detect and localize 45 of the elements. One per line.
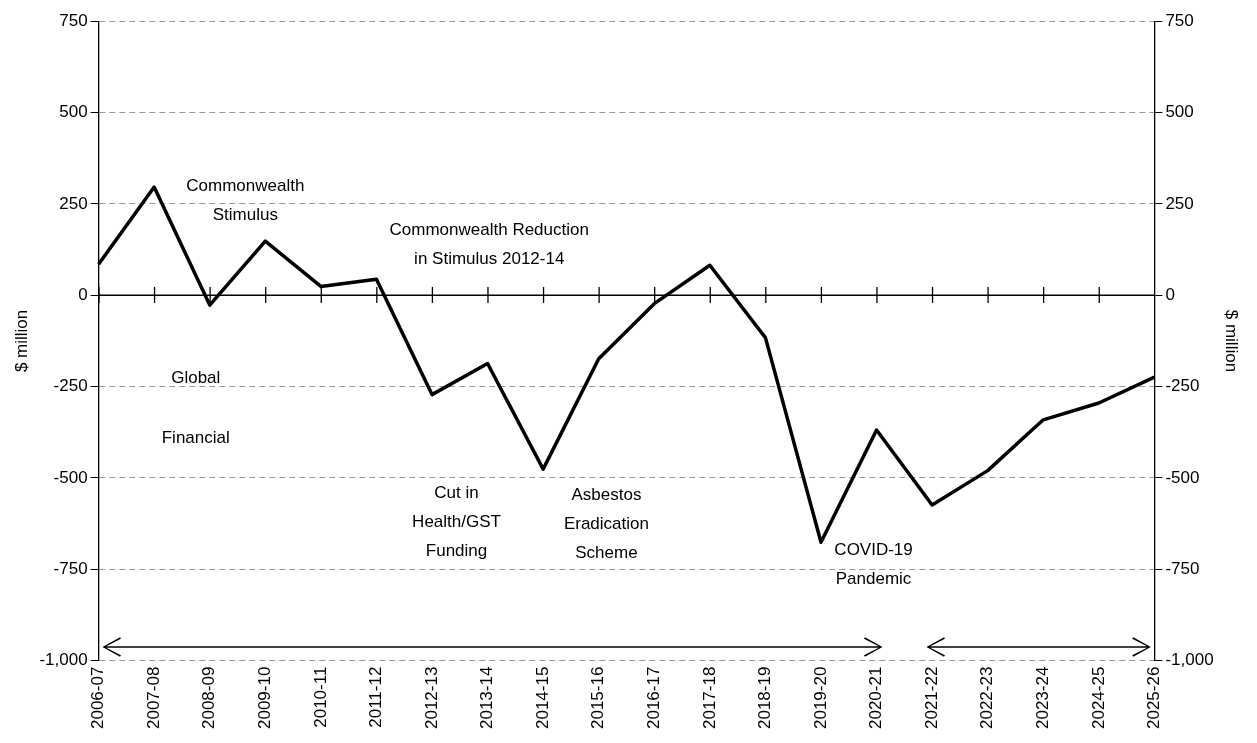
x-tick-label: 2010-11	[310, 666, 330, 728]
x-tick-label: 2012-13	[421, 666, 441, 729]
x-tick-label: 2024-25	[1088, 666, 1108, 729]
x-tick-label: 2007-08	[143, 666, 163, 729]
x-tick-label: 2009-10	[254, 666, 274, 729]
annotation: Asbestos Eradication Scheme	[563, 485, 649, 563]
x-tick-label: 2017-18	[699, 666, 719, 729]
y2-tick-label: 750	[1165, 10, 1194, 30]
y2-tick-label: -500	[1165, 467, 1200, 487]
y-tick-label: -750	[53, 558, 88, 578]
x-tick-label: 2023-24	[1032, 666, 1052, 729]
annotation: Cut in Health/GST Funding	[412, 483, 501, 561]
y-tick-label: -500	[53, 467, 88, 487]
x-tick-label: 2020-21	[866, 666, 886, 729]
y2-tick-label: 250	[1165, 193, 1194, 213]
y2-axis-title: $ million	[1222, 309, 1242, 373]
y-tick-label: 0	[78, 284, 88, 304]
x-tick-label: 2011-12	[366, 666, 386, 728]
x-tick-label: 2013-14	[477, 666, 497, 729]
x-tick-label: 2008-09	[199, 666, 219, 729]
x-tick-label: 2022-23	[977, 666, 997, 729]
y2-tick-label: 0	[1165, 284, 1175, 304]
annotation: COVID-19 Pandemic	[834, 539, 913, 588]
y-tick-label: -1,000	[39, 650, 88, 670]
x-tick-label: 2018-19	[755, 666, 775, 729]
annotation: Commonwealth Stimulus	[186, 176, 305, 225]
y2-tick-label: -1,000	[1165, 650, 1214, 670]
y-tick-label: 500	[59, 102, 88, 122]
y-tick-label: 250	[59, 193, 88, 213]
x-tick-label: 2015-16	[588, 666, 608, 729]
x-tick-label: 2021-22	[921, 666, 941, 729]
x-tick-label: 2019-20	[810, 666, 830, 729]
y2-tick-label: -250	[1165, 376, 1200, 396]
annotation: Financial	[161, 427, 230, 447]
x-tick-label: 2006-07	[88, 666, 108, 729]
x-tick-label: 2014-15	[532, 666, 552, 729]
x-tick-label: 2025-26	[1144, 666, 1164, 729]
annotation: Commonwealth Reduction in Stimulus 2012-14	[389, 220, 589, 269]
y2-tick-label: 500	[1165, 102, 1194, 122]
y-tick-label: -250	[53, 376, 88, 396]
y2-tick-label: -750	[1165, 558, 1200, 578]
annotation: Global	[171, 368, 221, 388]
y-axis-title: $ million	[11, 309, 31, 373]
x-tick-label: 2016-17	[643, 666, 663, 729]
y-tick-label: 750	[59, 10, 88, 30]
